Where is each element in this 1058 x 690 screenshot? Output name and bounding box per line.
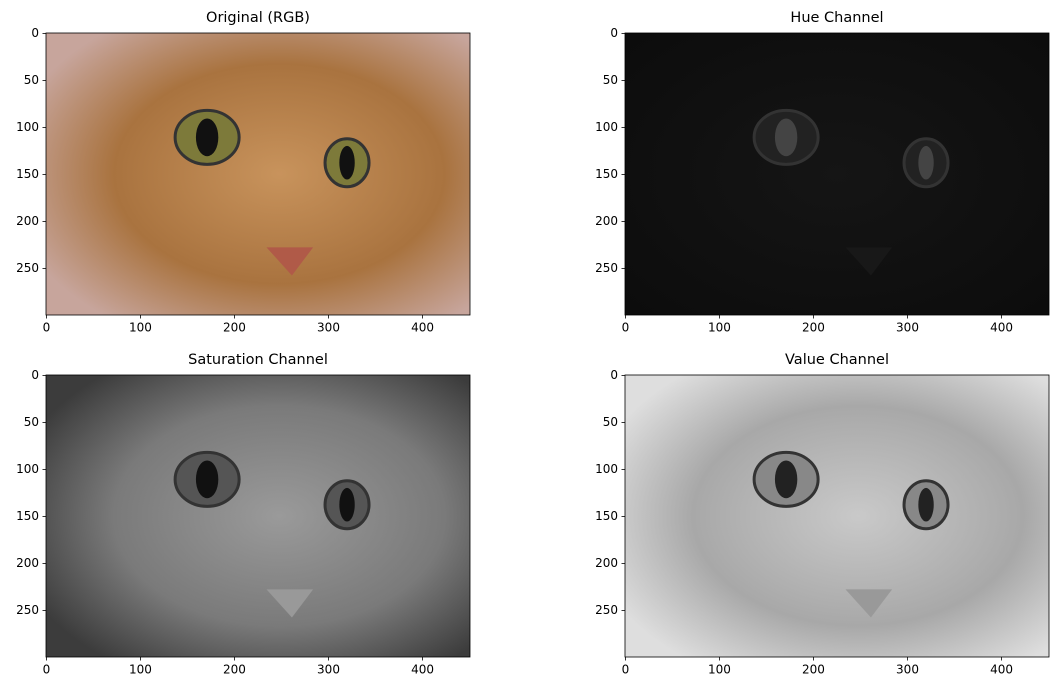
y-tick-label: 200 xyxy=(16,214,39,228)
image xyxy=(625,375,1049,657)
pupil xyxy=(774,460,798,499)
y-tick-label: 50 xyxy=(603,415,618,429)
x-tick-label: 300 xyxy=(317,321,340,335)
pupil xyxy=(339,145,355,180)
frame xyxy=(45,32,471,316)
x-tick-label: 200 xyxy=(223,663,246,677)
nose xyxy=(845,247,893,276)
x-tick-label: 0 xyxy=(43,663,51,677)
y-tick-label: 100 xyxy=(16,462,39,476)
x-tick-label: 200 xyxy=(223,321,246,335)
image xyxy=(625,33,1049,315)
x-tick-label: 200 xyxy=(802,663,825,677)
x-tick-label: 400 xyxy=(411,321,434,335)
frame xyxy=(624,32,1050,316)
x-tick-label: 0 xyxy=(43,321,51,335)
y-tick-label: 0 xyxy=(31,368,39,382)
x-tick-label: 200 xyxy=(802,321,825,335)
x-tick-label: 100 xyxy=(708,663,731,677)
y-tick-label: 200 xyxy=(16,556,39,570)
y-tick-label: 150 xyxy=(16,509,39,523)
panel-title: Hue Channel xyxy=(790,10,883,26)
x-tick-label: 400 xyxy=(411,663,434,677)
x-tick-label: 100 xyxy=(129,321,152,335)
y-tick-label: 0 xyxy=(31,26,39,40)
image xyxy=(46,33,470,315)
x-tick-label: 100 xyxy=(129,663,152,677)
y-tick-label: 200 xyxy=(595,214,618,228)
pupil xyxy=(195,118,219,157)
x-tick-label: 100 xyxy=(708,321,731,335)
y-tick-label: 50 xyxy=(603,73,618,87)
nose xyxy=(845,589,893,618)
y-tick-label: 50 xyxy=(24,73,39,87)
image xyxy=(46,375,470,657)
y-tick-label: 200 xyxy=(595,556,618,570)
y-tick-label: 50 xyxy=(24,415,39,429)
nose xyxy=(266,589,314,618)
y-tick-label: 100 xyxy=(16,120,39,134)
panel-title: Value Channel xyxy=(785,352,889,368)
y-tick-label: 150 xyxy=(595,167,618,181)
y-tick-label: 250 xyxy=(595,603,618,617)
x-tick-label: 300 xyxy=(896,321,919,335)
panel-title: Saturation Channel xyxy=(188,352,328,368)
pupil xyxy=(195,460,219,499)
x-tick-label: 300 xyxy=(896,663,919,677)
x-tick-label: 0 xyxy=(622,663,630,677)
x-tick-label: 300 xyxy=(317,663,340,677)
y-tick-label: 0 xyxy=(610,26,618,40)
y-tick-label: 100 xyxy=(595,462,618,476)
y-tick-label: 250 xyxy=(16,261,39,275)
y-tick-label: 250 xyxy=(16,603,39,617)
y-tick-label: 150 xyxy=(16,167,39,181)
y-tick-label: 150 xyxy=(595,509,618,523)
pupil xyxy=(918,487,934,522)
x-tick-label: 400 xyxy=(990,321,1013,335)
frame xyxy=(45,374,471,658)
panel-title: Original (RGB) xyxy=(206,10,310,26)
y-tick-label: 0 xyxy=(610,368,618,382)
pupil xyxy=(774,118,798,157)
y-tick-label: 250 xyxy=(595,261,618,275)
nose xyxy=(266,247,314,276)
x-tick-label: 400 xyxy=(990,663,1013,677)
pupil xyxy=(918,145,934,180)
frame xyxy=(624,374,1050,658)
y-tick-label: 100 xyxy=(595,120,618,134)
pupil xyxy=(339,487,355,522)
x-tick-label: 0 xyxy=(622,321,630,335)
